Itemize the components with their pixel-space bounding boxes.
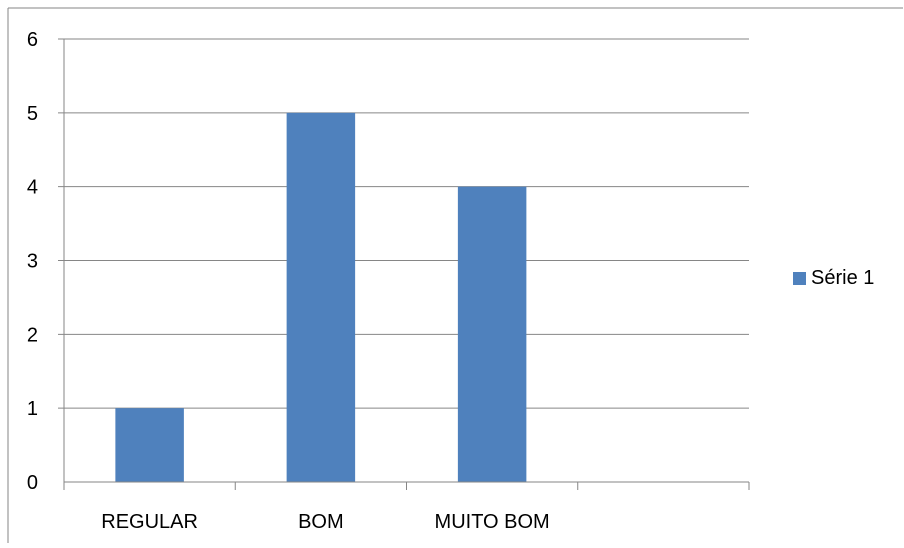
y-tick-label: 0 — [27, 472, 38, 494]
y-tick-label: 3 — [27, 251, 38, 273]
x-tick-label: MUITO BOM — [435, 511, 550, 533]
y-tick-label: 4 — [27, 177, 38, 199]
bar-regular — [115, 408, 184, 482]
x-tick-label: BOM — [298, 511, 344, 533]
y-tick-label: 5 — [27, 103, 38, 125]
y-tick-label: 6 — [27, 29, 38, 51]
y-tick-label: 2 — [27, 324, 38, 346]
bar-bom — [286, 112, 356, 482]
legend-swatch — [793, 272, 806, 285]
legend-label: Série 1 — [811, 267, 874, 289]
bar-muito-bom — [457, 186, 527, 482]
x-tick-label: REGULAR — [101, 511, 198, 533]
y-tick-label: 1 — [27, 398, 38, 420]
